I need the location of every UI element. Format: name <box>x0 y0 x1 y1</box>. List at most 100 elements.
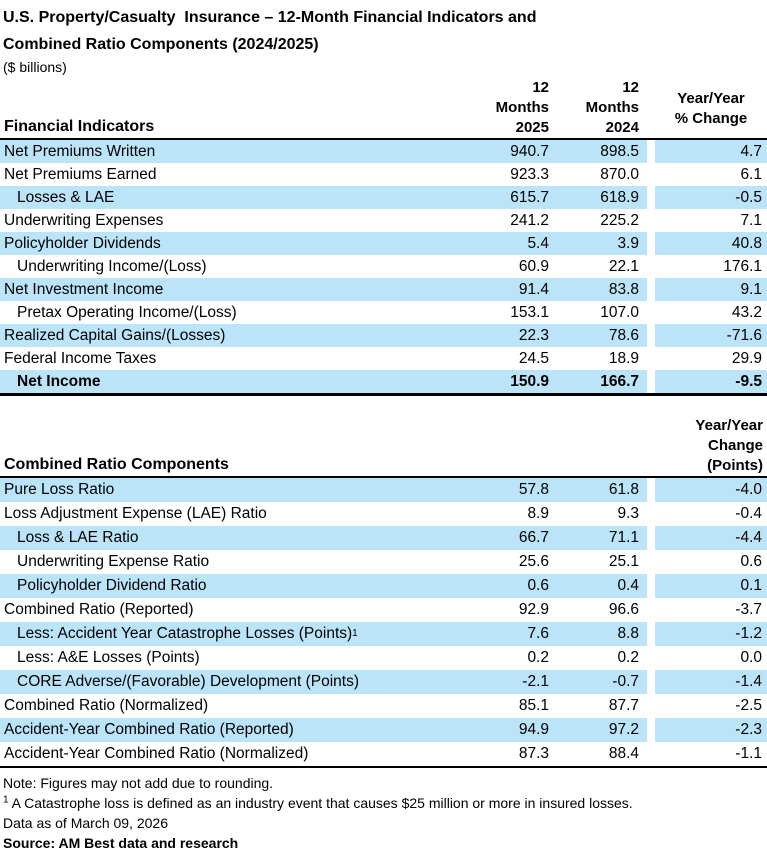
value-2025: 241.2 <box>510 211 549 229</box>
data-as-of: Data as of March 09, 2026 <box>3 815 168 831</box>
row-label: Policyholder Dividends <box>0 232 467 255</box>
value-2025: 923.3 <box>510 165 549 183</box>
value-2024: 97.2 <box>557 718 647 742</box>
value-2024: 3.9 <box>557 232 647 255</box>
row-label: Accident-Year Combined Ratio (Normalized… <box>4 745 309 762</box>
column-gap <box>647 140 655 163</box>
value-change: 4.7 <box>655 140 767 163</box>
rounding-note: Note: Figures may not add due to roundin… <box>3 775 274 791</box>
value-change: -1.1 <box>735 745 762 762</box>
financial-indicators-table: Net Premiums Written 940.7 898.5 4.7 Net Pre… <box>0 140 767 396</box>
value-2025: 0.6 <box>467 574 557 598</box>
column-gap <box>647 622 655 646</box>
title-line-1: U.S. Property/Casualty Insurance – 12-Mo… <box>3 9 537 26</box>
value-2025: 5.4 <box>467 232 557 255</box>
row-label: Net Premiums Earned <box>4 165 157 183</box>
value-change: 7.1 <box>740 211 762 229</box>
value-2024: 166.7 <box>557 370 647 393</box>
table-row: Less: A&E Losses (Points) 0.2 0.2 0.0 <box>0 646 767 670</box>
title-line-2: Combined Ratio Components (2024/2025) <box>3 36 319 53</box>
value-change: 176.1 <box>723 257 762 275</box>
value-2025: 66.7 <box>467 526 557 550</box>
row-label: Accident-Year Combined Ratio (Reported) <box>0 718 467 742</box>
column-header-line: Year/Year <box>695 417 763 434</box>
row-label: CORE Adverse/(Favorable) Development (Po… <box>0 670 467 694</box>
report-title: U.S. Property/Casualty Insurance – 12-Mo… <box>0 0 767 58</box>
value-change: 9.1 <box>655 278 767 301</box>
column-gap <box>647 301 655 324</box>
row-label: Combined Ratio (Reported) <box>4 601 194 618</box>
units-label: ($ billions) <box>3 59 67 75</box>
column-header-12-months-2024: 12 Months 2024 <box>557 78 647 138</box>
value-change: 0.1 <box>655 574 767 598</box>
column-gap <box>647 78 655 138</box>
table-row: Loss Adjustment Expense (LAE) Ratio 8.9 9.… <box>0 502 767 526</box>
row-label: Realized Capital Gains/(Losses) <box>0 324 467 347</box>
value-2025: 153.1 <box>510 303 549 321</box>
value-2025: 7.6 <box>467 622 557 646</box>
table-row: Loss & LAE Ratio 66.7 71.1 -4.4 <box>0 526 767 550</box>
table-row: Less: Accident Year Catastrophe Losses (… <box>0 622 767 646</box>
value-2025: 940.7 <box>467 140 557 163</box>
column-header-line: Year/Year <box>677 90 745 107</box>
column-header-line: (Points) <box>707 457 763 474</box>
table-row: Realized Capital Gains/(Losses) 22.3 78.6-… <box>0 324 767 347</box>
value-2025: 615.7 <box>467 186 557 209</box>
table-row: Pure Loss Ratio 57.8 61.8 -4.0 <box>0 478 767 502</box>
column-header-line: 12 <box>622 79 639 96</box>
column-gap <box>647 232 655 255</box>
row-label: Losses & LAE <box>0 186 467 209</box>
value-2024: 87.7 <box>608 697 639 714</box>
row-label: Pure Loss Ratio <box>0 478 467 502</box>
column-header-year-year-change-points: Year/Year Change (Points) <box>655 416 767 476</box>
value-change: -3.7 <box>735 601 762 618</box>
column-gap <box>647 163 655 186</box>
value-change: 0.6 <box>740 553 762 570</box>
table-row: Underwriting Expense Ratio 25.6 25.1 0.6 <box>0 550 767 574</box>
value-2024: 18.9 <box>608 349 639 367</box>
row-label: Underwriting Income/(Loss) <box>17 257 207 275</box>
row-label: Policyholder Dividend Ratio <box>0 574 467 598</box>
value-2024: 870.0 <box>600 165 639 183</box>
value-2024: 0.2 <box>617 649 639 666</box>
financial-indicators-header: Financial Indicators 12 Months 2025 12 M… <box>0 78 767 140</box>
table-row: Underwriting Expenses 241.2 225.2 7.1 <box>0 209 767 232</box>
column-gap <box>647 324 655 347</box>
column-gap <box>647 502 655 526</box>
table-row: Pretax Operating Income/(Loss) 153.1 107.0… <box>0 301 767 324</box>
value-change: -4.4 <box>655 526 767 550</box>
value-2024: 225.2 <box>600 211 639 229</box>
column-gap <box>647 574 655 598</box>
column-gap <box>647 718 655 742</box>
value-2025: 0.2 <box>527 649 549 666</box>
column-gap <box>647 646 655 670</box>
table-row: Losses & LAE 615.7 618.9 -0.5 <box>0 186 767 209</box>
value-2024: 107.0 <box>600 303 639 321</box>
value-2025: 150.9 <box>467 370 557 393</box>
table-row: Underwriting Income/(Loss) 60.9 22.1 176.1 <box>0 255 767 278</box>
table-row: Net Premiums Earned 923.3 870.0 6.1 <box>0 163 767 186</box>
value-change: 6.1 <box>740 165 762 183</box>
column-header-line: 2024 <box>605 119 639 136</box>
value-2025: -2.1 <box>467 670 557 694</box>
value-2025: 92.9 <box>518 601 549 618</box>
value-2024: 71.1 <box>557 526 647 550</box>
source-line: Source: AM Best data and research <box>3 835 239 851</box>
column-gap <box>647 742 655 766</box>
value-2024: 83.8 <box>557 278 647 301</box>
table-row: Policyholder Dividends 5.4 3.9 40.8 <box>0 232 767 255</box>
row-label: Net Income <box>0 370 467 393</box>
value-2025: 22.3 <box>467 324 557 347</box>
row-label: Less: Accident Year Catastrophe Losses (… <box>0 622 467 646</box>
value-2024: 618.9 <box>557 186 647 209</box>
row-label: Loss & LAE Ratio <box>0 526 467 550</box>
column-header-year-year-pct-change: Year/Year % Change <box>655 89 767 129</box>
table-row: CORE Adverse/(Favorable) Development (Po… <box>0 670 767 694</box>
value-2025: 24.5 <box>518 349 549 367</box>
value-2025: 85.1 <box>518 697 549 714</box>
column-gap <box>647 550 655 574</box>
value-change: -4.0 <box>655 478 767 502</box>
column-header-line: % Change <box>674 110 748 127</box>
combined-ratio-table: Pure Loss Ratio 57.8 61.8 -4.0 Loss Adjustme… <box>0 478 767 768</box>
